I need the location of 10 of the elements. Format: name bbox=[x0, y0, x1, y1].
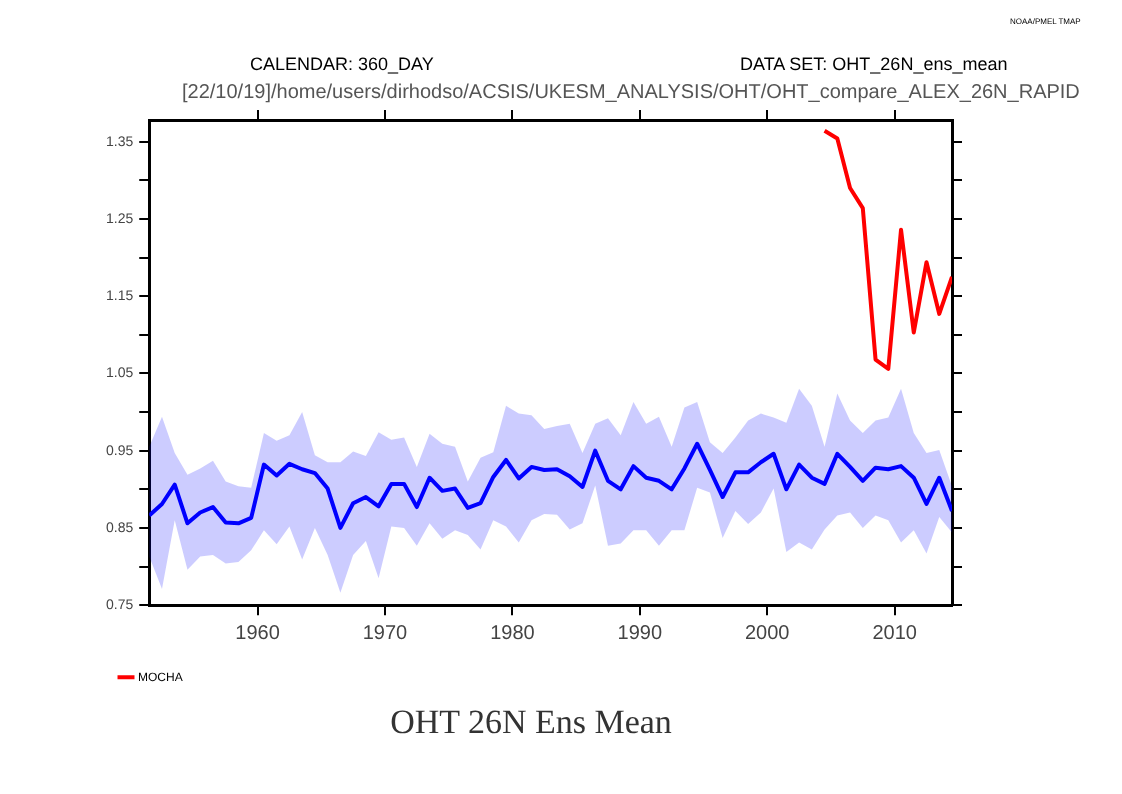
x-tick-label: 1990 bbox=[617, 622, 663, 645]
x-tick-label: 1970 bbox=[362, 622, 409, 645]
x-tick-label: 1960 bbox=[235, 622, 281, 645]
text: DATA SET: OHT_26N_ens_mean bbox=[740, 54, 1008, 74]
x-tick-label: 2000 bbox=[744, 622, 791, 645]
text: [22/10/19]/home/users/dirhodso/ACSIS/UKESM_ANALYSIS/OHT/OHT_compare_ALEX_26N_RAPID bbox=[182, 82, 1080, 104]
text: OHT 26N Ens Mean bbox=[390, 702, 673, 741]
x-tick-label: 2010 bbox=[872, 622, 918, 645]
text: CALENDAR: 360_DAY bbox=[250, 54, 434, 74]
x-tick-label: 1980 bbox=[490, 622, 536, 645]
